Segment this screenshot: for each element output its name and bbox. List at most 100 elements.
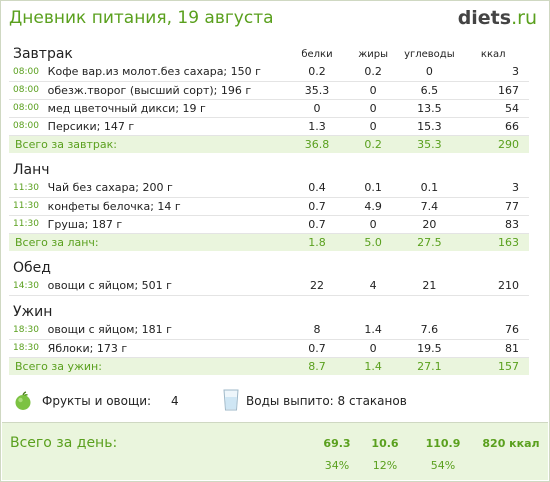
spacer-cell xyxy=(9,375,529,383)
food-protein: 35.3 xyxy=(288,81,346,100)
meal-total-fat: 5.0 xyxy=(345,233,402,251)
meal-header-spacer xyxy=(289,303,345,321)
meal-header-spacer xyxy=(457,161,529,179)
food-fat: 0 xyxy=(345,215,402,234)
site-logo[interactable]: diets.ru xyxy=(458,7,537,29)
meal-spacer xyxy=(9,251,529,259)
day-total-label: Всего за день: xyxy=(10,435,118,451)
food-row[interactable]: 18:30 овощи с яйцом; 181 г 8 1.4 7.6 76 xyxy=(9,321,529,340)
food-name[interactable]: Яблоки; 173 г xyxy=(43,339,289,358)
meal-total-protein: 36.8 xyxy=(288,135,346,153)
day-protein: 69.3 xyxy=(323,437,351,450)
meal-header-spacer xyxy=(401,161,457,179)
food-carbs: 21 xyxy=(401,277,458,296)
food-row[interactable]: 14:30 овощи с яйцом; 501 г 22 4 21 210 xyxy=(9,277,529,296)
meal-title: Ланч xyxy=(13,162,50,178)
food-time: 14:30 xyxy=(9,277,44,296)
food-carbs: 13.5 xyxy=(401,99,458,118)
meal-title: Обед xyxy=(13,260,51,276)
meal-header-spacer xyxy=(401,259,457,277)
food-time: 08:00 xyxy=(9,117,44,136)
food-protein: 0.7 xyxy=(288,197,346,216)
food-kcal: 76 xyxy=(457,321,529,340)
spacer-cell xyxy=(9,251,529,259)
food-time: 11:30 xyxy=(9,179,44,198)
meal-total-row: Всего за ланч: 1.8 5.0 27.5 163 xyxy=(9,233,529,251)
food-fat: 0 xyxy=(345,99,402,118)
food-carbs: 19.5 xyxy=(401,339,458,358)
meal-title: Завтрак xyxy=(13,46,73,62)
spacer-cell xyxy=(9,153,529,161)
food-row[interactable]: 18:30 Яблоки; 173 г 0.7 0 19.5 81 xyxy=(9,339,529,358)
water-label: Воды выпито: 8 стаканов xyxy=(246,394,407,408)
diary-table: Завтрак белки жиры углеводы ккал 08:00 Кофе ва… xyxy=(9,45,529,383)
day-carbs-pct: 54% xyxy=(430,459,456,472)
food-fat: 4 xyxy=(345,277,402,296)
meal-header-row: Ужин xyxy=(9,303,529,321)
food-protein: 0 xyxy=(288,99,346,118)
meal-total-kcal: 290 xyxy=(457,135,529,153)
food-fat: 1.4 xyxy=(345,321,402,340)
food-name[interactable]: Чай без сахара; 200 г xyxy=(43,179,289,198)
food-name[interactable]: мед цветочный дикси; 19 г xyxy=(43,99,289,118)
fruit-value: 4 xyxy=(171,394,179,408)
meal-header-spacer xyxy=(289,259,345,277)
meal-header-spacer xyxy=(345,303,401,321)
food-row[interactable]: 08:00 Персики; 147 г 1.3 0 15.3 66 xyxy=(9,117,529,136)
apple-icon xyxy=(15,391,31,410)
food-fat: 0 xyxy=(345,339,402,358)
food-protein: 1.3 xyxy=(288,117,346,136)
column-header-protein: белки xyxy=(301,48,333,60)
food-protein: 0.7 xyxy=(288,215,346,234)
food-row[interactable]: 08:00 Кофе вар.из молот.без сахара; 150 г… xyxy=(9,63,529,82)
food-name[interactable]: обезж.творог (высший сорт); 196 г xyxy=(43,81,289,100)
extras-row: Фрукты и овощи: 4 Воды выпито: 8 стакано… xyxy=(13,389,533,413)
food-protein: 22 xyxy=(288,277,346,296)
meal-total-carbs: 35.3 xyxy=(401,135,458,153)
food-fat: 0.2 xyxy=(345,63,402,82)
food-name[interactable]: конфеты белочка; 14 г xyxy=(43,197,289,216)
food-protein: 0.4 xyxy=(288,179,346,198)
food-name[interactable]: овощи с яйцом; 501 г xyxy=(43,277,289,296)
meal-header-spacer xyxy=(345,259,401,277)
food-carbs: 7.6 xyxy=(401,321,458,340)
food-time: 11:30 xyxy=(9,197,44,216)
food-kcal: 66 xyxy=(457,117,529,136)
food-row[interactable]: 11:30 Чай без сахара; 200 г 0.4 0.1 0.1 3 xyxy=(9,179,529,198)
food-time: 18:30 xyxy=(9,321,44,340)
food-carbs: 20 xyxy=(401,215,458,234)
logo-tld: .ru xyxy=(511,7,537,29)
food-kcal: 54 xyxy=(457,99,529,118)
meal-total-label: Всего за завтрак: xyxy=(9,135,289,153)
meal-header-spacer xyxy=(345,161,401,179)
food-name[interactable]: Кофе вар.из молот.без сахара; 150 г xyxy=(43,63,289,82)
food-row[interactable]: 11:30 конфеты белочка; 14 г 0.7 4.9 7.4 77 xyxy=(9,197,529,216)
food-row[interactable]: 08:00 обезж.творог (высший сорт); 196 г 35… xyxy=(9,81,529,100)
meal-spacer xyxy=(9,375,529,383)
food-row[interactable]: 08:00 мед цветочный дикси; 19 г 0 0 13.5 54 xyxy=(9,99,529,118)
meal-total-carbs: 27.5 xyxy=(401,233,458,251)
meal-total-row: Всего за завтрак: 36.8 0.2 35.3 290 xyxy=(9,135,529,153)
food-time: 11:30 xyxy=(9,215,44,234)
food-row[interactable]: 11:30 Груша; 187 г 0.7 0 20 83 xyxy=(9,215,529,234)
meal-total-row: Всего за ужин: 8.7 1.4 27.1 157 xyxy=(9,357,529,375)
day-kcal: 820 ккал xyxy=(482,437,540,450)
food-name[interactable]: овощи с яйцом; 181 г xyxy=(43,321,289,340)
food-fat: 0.1 xyxy=(345,179,402,198)
food-carbs: 7.4 xyxy=(401,197,458,216)
water-glass-icon xyxy=(223,389,239,411)
food-time: 08:00 xyxy=(9,81,44,100)
food-name[interactable]: Персики; 147 г xyxy=(43,117,289,136)
meal-total-protein: 1.8 xyxy=(288,233,346,251)
food-carbs: 6.5 xyxy=(401,81,458,100)
food-name[interactable]: Груша; 187 г xyxy=(43,215,289,234)
food-time: 18:30 xyxy=(9,339,44,358)
column-header-kcal: ккал xyxy=(480,48,506,60)
meal-total-carbs: 27.1 xyxy=(401,357,458,375)
header: Дневник питания, 19 августа diets.ru xyxy=(1,1,549,37)
fruit-label: Фрукты и овощи: xyxy=(42,394,152,408)
meal-header-spacer xyxy=(457,259,529,277)
food-kcal: 167 xyxy=(457,81,529,100)
food-kcal: 77 xyxy=(457,197,529,216)
